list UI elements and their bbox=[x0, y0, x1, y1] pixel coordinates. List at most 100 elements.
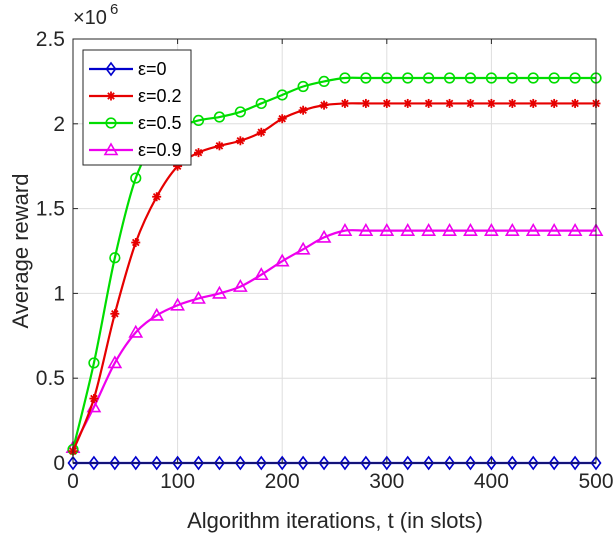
asterisk-marker bbox=[528, 98, 538, 108]
asterisk-marker bbox=[403, 98, 413, 108]
asterisk-marker bbox=[110, 309, 120, 319]
diamond-marker bbox=[569, 455, 581, 471]
circle-marker bbox=[464, 72, 477, 84]
diamond-marker bbox=[381, 455, 393, 471]
asterisk-marker bbox=[486, 98, 496, 108]
axes-box bbox=[72, 38, 597, 464]
x-tick-label: 400 bbox=[474, 470, 509, 493]
asterisk-marker bbox=[340, 98, 350, 108]
y-axis-label: Average reward bbox=[8, 174, 33, 329]
asterisk-stroke bbox=[383, 99, 391, 108]
triangle-marker bbox=[358, 223, 374, 236]
triangle-marker bbox=[274, 253, 290, 267]
diamond-marker bbox=[444, 455, 456, 471]
triangle-marker bbox=[546, 223, 562, 236]
diamond-marker bbox=[105, 61, 117, 77]
diamond-marker bbox=[423, 455, 435, 471]
asterisk-stroke bbox=[508, 99, 517, 108]
circle-marker bbox=[548, 72, 560, 84]
circle-marker bbox=[569, 72, 581, 84]
series-1 bbox=[68, 98, 601, 456]
y-tick-label: 0.5 bbox=[36, 367, 65, 390]
asterisk-marker bbox=[424, 98, 434, 108]
triangle-marker bbox=[525, 223, 541, 236]
diamond-marker bbox=[109, 455, 121, 471]
circle-marker bbox=[88, 357, 100, 369]
triangle-marker bbox=[128, 324, 144, 338]
triangle-marker bbox=[191, 290, 206, 304]
asterisk-stroke bbox=[362, 99, 370, 108]
asterisk-marker bbox=[194, 148, 204, 158]
diamond-marker bbox=[234, 455, 246, 471]
asterisk-stroke bbox=[403, 99, 412, 108]
circle-marker bbox=[360, 72, 372, 84]
asterisk-marker bbox=[319, 100, 329, 110]
diamond-marker bbox=[464, 455, 476, 471]
circle-marker bbox=[443, 72, 456, 84]
diamond-marker bbox=[88, 455, 100, 471]
diamond-marker bbox=[590, 455, 602, 471]
x-tick-label: 200 bbox=[265, 470, 300, 493]
asterisk-stroke bbox=[320, 101, 328, 109]
circle-marker bbox=[276, 89, 288, 101]
diamond-marker bbox=[67, 455, 79, 471]
asterisk-marker bbox=[465, 98, 475, 108]
asterisk-marker bbox=[361, 98, 371, 108]
triangle-marker bbox=[484, 223, 499, 236]
triangle-marker bbox=[316, 229, 332, 243]
asterisk-stroke bbox=[299, 106, 307, 115]
circle-marker bbox=[192, 114, 205, 127]
legend-entry: ε=0.9 bbox=[89, 140, 182, 160]
circle-marker bbox=[485, 72, 498, 84]
diamond-marker bbox=[527, 455, 539, 471]
legend-entry: ε=0 bbox=[89, 59, 167, 79]
triangle-marker bbox=[442, 223, 457, 236]
asterisk-marker bbox=[235, 136, 245, 146]
circle-marker bbox=[381, 72, 393, 84]
triangle-marker bbox=[337, 223, 353, 236]
circle-marker bbox=[506, 72, 518, 84]
triangle-marker bbox=[232, 279, 248, 292]
diamond-marker bbox=[339, 455, 351, 471]
diamond-marker bbox=[255, 455, 267, 471]
asterisk-marker bbox=[507, 98, 517, 108]
circle-marker bbox=[297, 80, 309, 93]
circle-marker bbox=[213, 111, 226, 123]
asterisk-marker bbox=[152, 192, 162, 202]
asterisk-stroke bbox=[131, 238, 140, 247]
diamond-marker bbox=[360, 455, 372, 471]
asterisk-stroke bbox=[90, 394, 98, 403]
y-multiplier-base: ×10 bbox=[73, 7, 107, 29]
x-tick-label: 100 bbox=[160, 470, 195, 493]
triangle-marker bbox=[400, 223, 416, 236]
asterisk-marker bbox=[106, 91, 116, 101]
triangle-marker bbox=[463, 223, 478, 236]
asterisk-stroke bbox=[278, 114, 286, 123]
circle-marker bbox=[255, 97, 267, 110]
legend-entry: ε=0.2 bbox=[89, 86, 182, 106]
legend-label: ε=0.2 bbox=[138, 86, 182, 106]
y-multiplier-exponent: 6 bbox=[110, 1, 118, 18]
y-tick-label: 1.5 bbox=[36, 198, 65, 221]
y-tick-label: 1 bbox=[53, 282, 65, 305]
y-tick-label: 0 bbox=[53, 452, 65, 475]
circle-marker bbox=[402, 72, 414, 84]
triangle-marker bbox=[421, 223, 437, 236]
triangle-marker bbox=[379, 223, 395, 236]
x-tick-label: 500 bbox=[578, 470, 613, 493]
asterisk-marker bbox=[570, 98, 580, 108]
triangle-marker bbox=[212, 285, 227, 299]
asterisk-marker bbox=[214, 141, 224, 151]
asterisk-stroke bbox=[487, 99, 496, 108]
x-tick-label: 300 bbox=[369, 470, 404, 493]
legend-label: ε=0.9 bbox=[138, 140, 182, 160]
asterisk-stroke bbox=[445, 99, 454, 108]
x-tick-label: 0 bbox=[67, 470, 79, 493]
triangle-marker bbox=[253, 267, 269, 281]
diamond-marker bbox=[506, 455, 518, 471]
series-3 bbox=[65, 223, 604, 454]
asterisk-stroke bbox=[571, 99, 579, 108]
diamond-marker bbox=[193, 455, 205, 471]
triangle-marker bbox=[103, 142, 119, 156]
circle-marker bbox=[527, 72, 539, 84]
